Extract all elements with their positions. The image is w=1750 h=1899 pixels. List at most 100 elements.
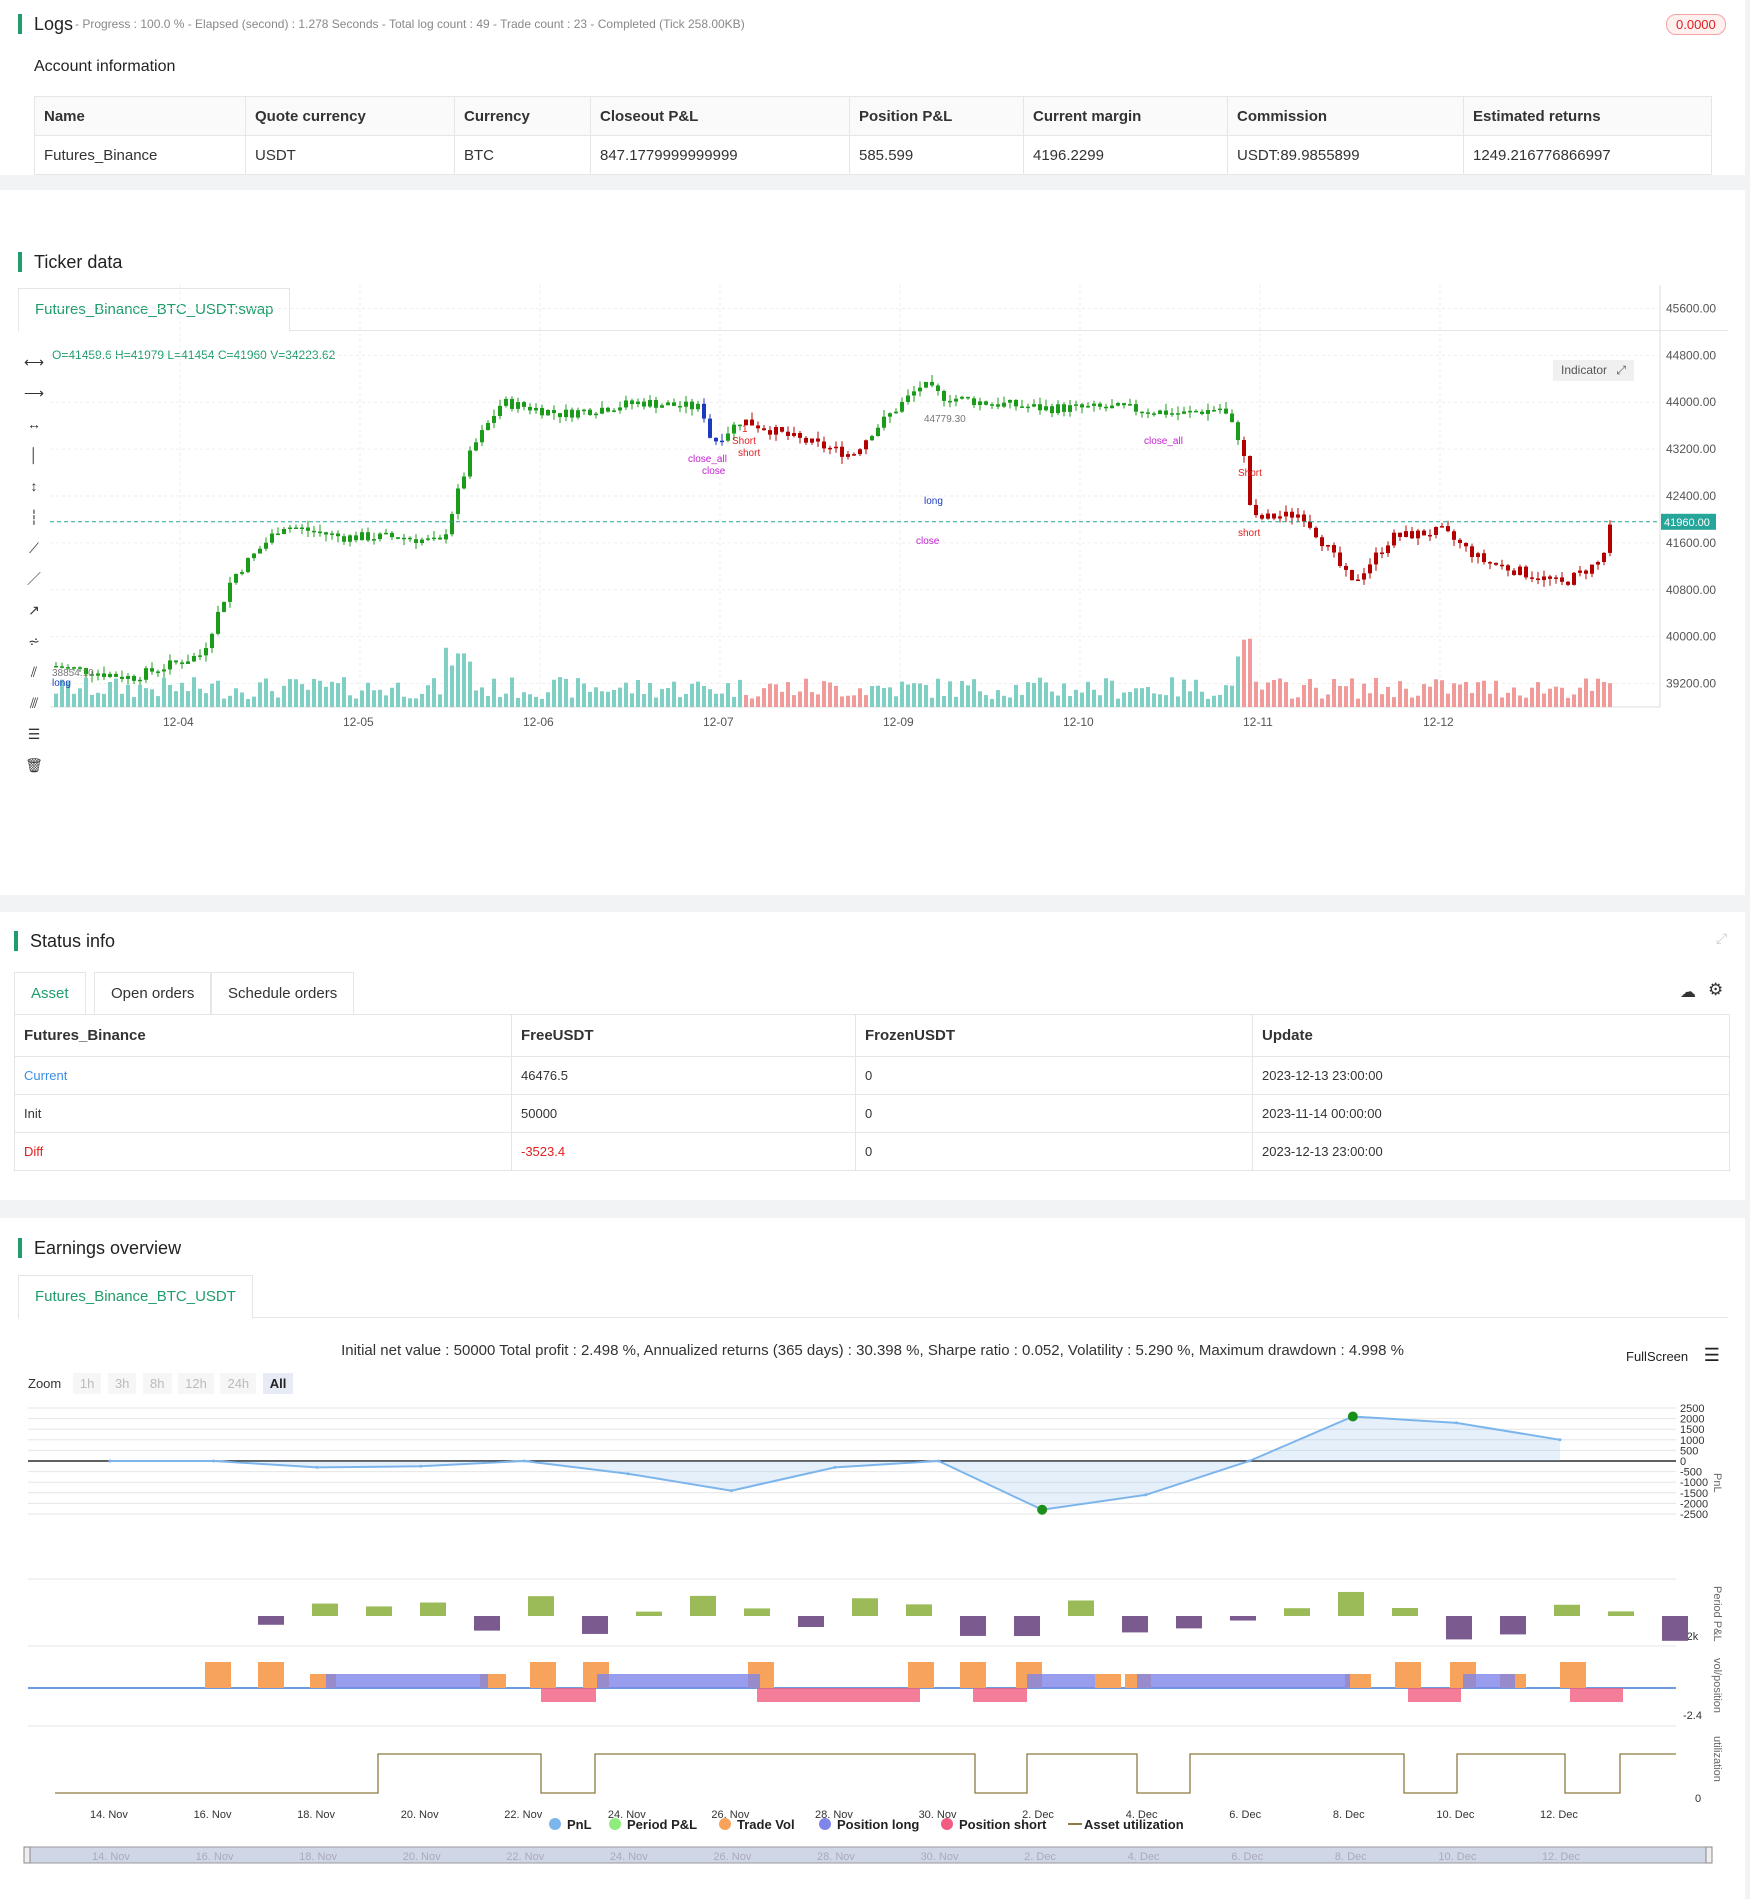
channel-icon[interactable]: ⫻ bbox=[29, 695, 39, 711]
volume-bar bbox=[1008, 697, 1012, 707]
tab-open-orders[interactable]: Open orders bbox=[94, 972, 212, 1016]
vertical-line-icon[interactable]: │ bbox=[29, 447, 39, 463]
extended-line-icon[interactable]: ↔ bbox=[27, 416, 41, 432]
trash-icon[interactable]: 🗑 bbox=[25, 757, 43, 773]
pnl-tick-label: 500 bbox=[1680, 1445, 1698, 1457]
horizontal-ray-icon[interactable]: ⟶ bbox=[24, 385, 45, 401]
period-pnl-bar bbox=[582, 1616, 608, 1634]
date-tick-label: 10. Dec bbox=[1436, 1809, 1474, 1821]
pnl-tick-label: -2000 bbox=[1680, 1498, 1708, 1510]
zoom-24h-button[interactable]: 24h bbox=[220, 1373, 257, 1394]
util-axis-title: utilization bbox=[1711, 1736, 1723, 1782]
logs-panel: Logs - Progress : 100.0 % - Elapsed (sec… bbox=[0, 0, 1745, 175]
volume-bar bbox=[1392, 697, 1396, 707]
candle-body bbox=[1368, 564, 1372, 574]
volume-bar bbox=[1398, 681, 1402, 707]
period-pnl-bar bbox=[744, 1608, 770, 1616]
price-tick-label: 39200.00 bbox=[1666, 677, 1716, 691]
volume-bar bbox=[330, 681, 334, 707]
volume-bar bbox=[186, 691, 190, 707]
trade-vol-bar bbox=[960, 1662, 986, 1688]
arrow-line-icon[interactable]: ↗ bbox=[28, 602, 40, 618]
candle-body bbox=[1182, 411, 1186, 414]
menu-icon[interactable]: ☰ bbox=[1703, 1345, 1720, 1365]
date-tick-label: 18. Nov bbox=[297, 1809, 335, 1821]
pnl-point bbox=[1247, 1459, 1251, 1463]
candle-body bbox=[1164, 410, 1168, 415]
zoom-1h-button[interactable]: 1h bbox=[72, 1373, 102, 1394]
candle-body bbox=[744, 419, 748, 426]
volume-bar bbox=[1014, 684, 1018, 707]
volume-bar bbox=[258, 682, 262, 707]
row-label-current: Current bbox=[14, 1056, 512, 1095]
candle-body bbox=[1218, 408, 1222, 411]
tab-asset[interactable]: Asset bbox=[14, 972, 86, 1016]
volume-bar bbox=[1212, 695, 1216, 707]
zoom-8h-button[interactable]: 8h bbox=[143, 1373, 172, 1394]
candle-body bbox=[444, 534, 448, 540]
trend-line-icon[interactable]: ⟋ bbox=[29, 540, 39, 556]
row-label-diff: Diff bbox=[14, 1132, 512, 1171]
vertical-ray-icon[interactable]: ↕ bbox=[30, 478, 38, 494]
candle-body bbox=[882, 416, 886, 428]
parallel-line-icon[interactable]: ⫽ bbox=[30, 664, 38, 680]
tab-schedule-orders[interactable]: Schedule orders bbox=[211, 972, 355, 1016]
tab-ticker-symbol[interactable]: Futures_Binance_BTC_USDT:swap bbox=[18, 288, 291, 332]
trade-vol-bar bbox=[1095, 1674, 1121, 1688]
volume-bar bbox=[282, 685, 286, 707]
volume-bar bbox=[1056, 695, 1060, 707]
ray-line-icon[interactable]: ／ bbox=[27, 571, 41, 587]
date-tick-label: 12-04 bbox=[163, 715, 194, 729]
volume-bar bbox=[228, 695, 232, 707]
candle-body bbox=[1140, 411, 1144, 414]
candlestick-chart[interactable]: 45600.00 44800.00 44000.00 43200.00 42400.00… bbox=[0, 190, 1745, 895]
volume-bar bbox=[834, 685, 838, 707]
volume-bar bbox=[336, 683, 340, 707]
candle-body bbox=[1344, 565, 1348, 570]
volume-bar bbox=[366, 682, 370, 707]
zoom-12h-button[interactable]: 12h bbox=[178, 1373, 214, 1394]
col-quote: Quote currency bbox=[245, 96, 455, 136]
zoom-3h-button[interactable]: 3h bbox=[107, 1373, 137, 1394]
navigator-date-label: 6. Dec bbox=[1231, 1851, 1263, 1863]
horizontal-line-icon[interactable]: ⟷ bbox=[24, 354, 45, 370]
earnings-chart[interactable]: 25002000150010005000-500-1000-1500-2000-… bbox=[0, 1218, 1745, 1899]
volume-bar bbox=[1536, 682, 1540, 707]
vertical-segment-icon[interactable]: ┆ bbox=[29, 509, 39, 525]
volume-bar bbox=[1122, 692, 1126, 707]
candle-body bbox=[774, 427, 778, 435]
volume-bar bbox=[690, 683, 694, 707]
candle-body bbox=[1092, 403, 1096, 406]
fullscreen-button[interactable]: FullScreen ☰ bbox=[1626, 1345, 1720, 1366]
ticker-title: Ticker data bbox=[18, 252, 122, 272]
indicator-button[interactable]: Indicator ⤢ bbox=[1553, 360, 1634, 381]
volume-bar bbox=[264, 678, 268, 707]
candle-body bbox=[66, 667, 70, 669]
settings-icon[interactable]: ⚙ bbox=[1708, 980, 1724, 999]
pnl-tick-label: -500 bbox=[1680, 1467, 1702, 1479]
zoom-all-button[interactable]: All bbox=[262, 1373, 294, 1394]
candle-body bbox=[1476, 553, 1480, 557]
candle-body bbox=[1332, 545, 1336, 553]
download-icon[interactable]: ☁ bbox=[1680, 984, 1696, 1001]
volume-bar bbox=[354, 698, 358, 707]
earnings-panel: Earnings overview Futures_Binance_BTC_US… bbox=[0, 1218, 1745, 1899]
period-pnl-bar bbox=[798, 1616, 824, 1628]
fibonacci-icon[interactable]: ☰ bbox=[27, 726, 41, 742]
candle-body bbox=[1002, 402, 1006, 407]
candle-body bbox=[510, 398, 514, 409]
candle-body bbox=[996, 404, 1000, 407]
expand-icon[interactable]: ⤢ bbox=[1716, 930, 1728, 946]
candle-body bbox=[72, 667, 76, 669]
price-line-icon[interactable]: ⩫ bbox=[28, 633, 40, 649]
candle-body bbox=[810, 438, 814, 443]
position-short-bar bbox=[973, 1688, 1027, 1702]
date-tick-label: 12-07 bbox=[703, 715, 734, 729]
date-tick-label: 12-09 bbox=[883, 715, 914, 729]
candle-body bbox=[516, 402, 520, 409]
volume-bar bbox=[1248, 638, 1252, 707]
candle-body bbox=[456, 488, 460, 514]
tab-earnings-symbol[interactable]: Futures_Binance_BTC_USDT bbox=[18, 1275, 253, 1319]
candle-body bbox=[84, 668, 88, 675]
volume-bar bbox=[606, 691, 610, 707]
